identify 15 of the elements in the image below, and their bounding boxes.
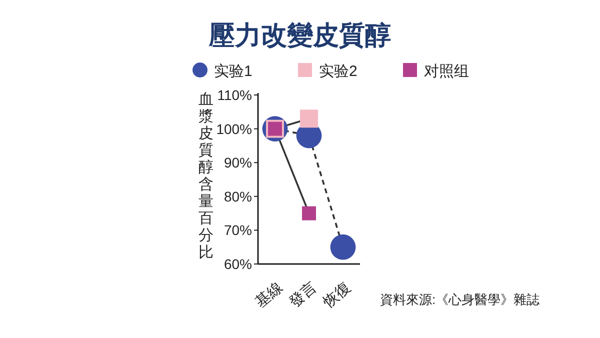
legend-label: 对照组: [424, 63, 469, 80]
legend-label: 实验2: [319, 63, 358, 80]
x-tick-label: 恢復: [319, 278, 354, 312]
y-tick-label: 110%: [217, 87, 252, 103]
y-tick-label: 60%: [224, 256, 252, 272]
y-tick-label: 100%: [216, 120, 252, 137]
x-tick-label: 發言: [286, 278, 320, 312]
y-tick-label: 70%: [224, 222, 252, 238]
y-tick-label: 80%: [224, 188, 252, 204]
x-tick-label: 基線: [252, 278, 286, 312]
text: 血漿皮質醇含量百分比: [198, 91, 214, 261]
chart-title: 壓力改變皮質醇: [208, 20, 391, 50]
source-note: 資料來源:《心身醫學》雜誌: [380, 292, 540, 307]
legend-label: 实验1: [214, 63, 252, 80]
y-tick-label: 90%: [224, 154, 252, 171]
